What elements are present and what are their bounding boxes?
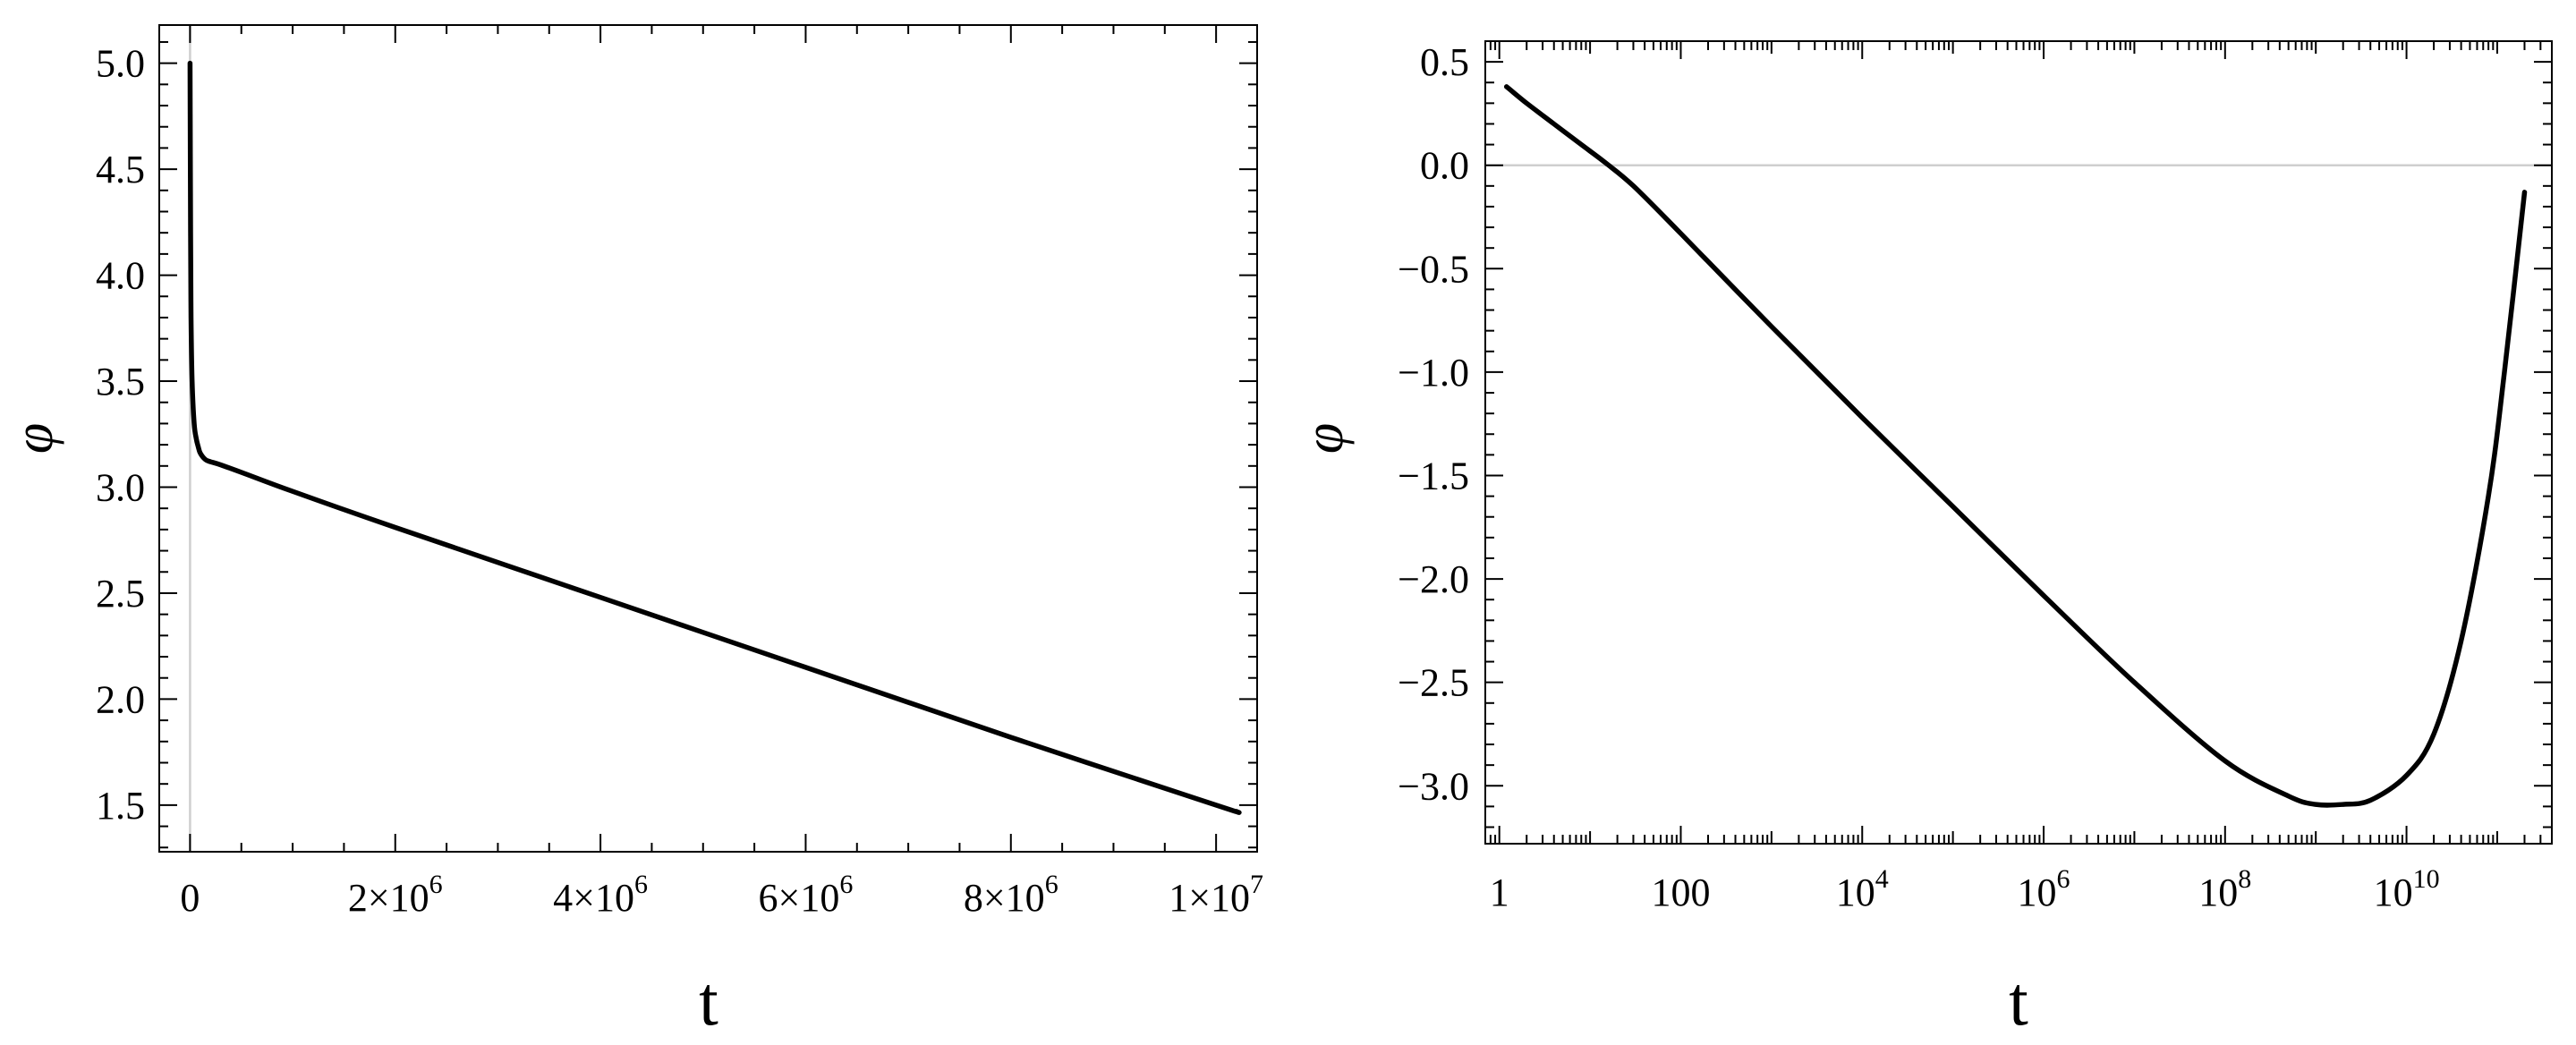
x-tick-label: 104 bbox=[1836, 864, 1889, 914]
x-tick-label: 108 bbox=[2198, 864, 2251, 914]
phi-curve bbox=[187, 60, 1242, 815]
y-tick-label: 4.0 bbox=[96, 254, 145, 298]
y-tick-label: −0.5 bbox=[1398, 247, 1469, 291]
y-tick-label: 0.0 bbox=[1420, 144, 1469, 188]
y-tick-label: 0.5 bbox=[1420, 40, 1469, 84]
y-tick-label: −2.0 bbox=[1398, 557, 1469, 601]
x-tick-label: 106 bbox=[2018, 864, 2070, 914]
plot-frame bbox=[1484, 40, 2553, 845]
y-tick-label: 3.0 bbox=[96, 465, 145, 509]
x-tick-label: 1 bbox=[1490, 871, 1509, 914]
y-tick-label: 3.5 bbox=[96, 360, 145, 404]
y-tick-label: −3.0 bbox=[1398, 764, 1469, 808]
x-tick-label: 1×107 bbox=[1169, 870, 1263, 920]
x-tick-label: 0 bbox=[180, 876, 200, 920]
y-tick-label: 2.0 bbox=[96, 677, 145, 721]
left-chart-panel: 1.5 2.0 2.5 3.0 3.5 4.0 4.5 5.0 0 2×106 4×106 6×106… bbox=[4, 24, 1263, 1040]
y-tick-label: 4.5 bbox=[96, 148, 145, 191]
y-tick-label: 5.0 bbox=[96, 42, 145, 86]
right-chart-panel: 0.5 0.0 −0.5 −1.0 −1.5 −2.0 −2.5 −3.0 1 100 104 106… bbox=[1294, 40, 2553, 1040]
y-axis-title: φ bbox=[4, 423, 64, 454]
x-tick-label: 4×106 bbox=[553, 870, 648, 920]
x-tick-label: 8×106 bbox=[964, 870, 1058, 920]
x-tick-label: 1010 bbox=[2374, 864, 2440, 914]
y-tick-label: −1.5 bbox=[1398, 454, 1469, 497]
y-tick-label: −1.0 bbox=[1398, 351, 1469, 395]
y-tick-label: −2.5 bbox=[1398, 661, 1469, 705]
y-tick-label: 2.5 bbox=[96, 572, 145, 616]
x-axis-title: t bbox=[2009, 962, 2028, 1040]
x-tick-label: 6×106 bbox=[759, 870, 854, 920]
y-tick-label: 1.5 bbox=[96, 784, 145, 828]
x-axis-title: t bbox=[699, 962, 718, 1040]
plot-frame bbox=[158, 24, 1258, 853]
phi-curve bbox=[1503, 84, 2528, 808]
y-axis-title: φ bbox=[1294, 423, 1355, 454]
x-tick-label: 100 bbox=[1651, 871, 1710, 914]
x-tick-label: 2×106 bbox=[348, 870, 443, 920]
